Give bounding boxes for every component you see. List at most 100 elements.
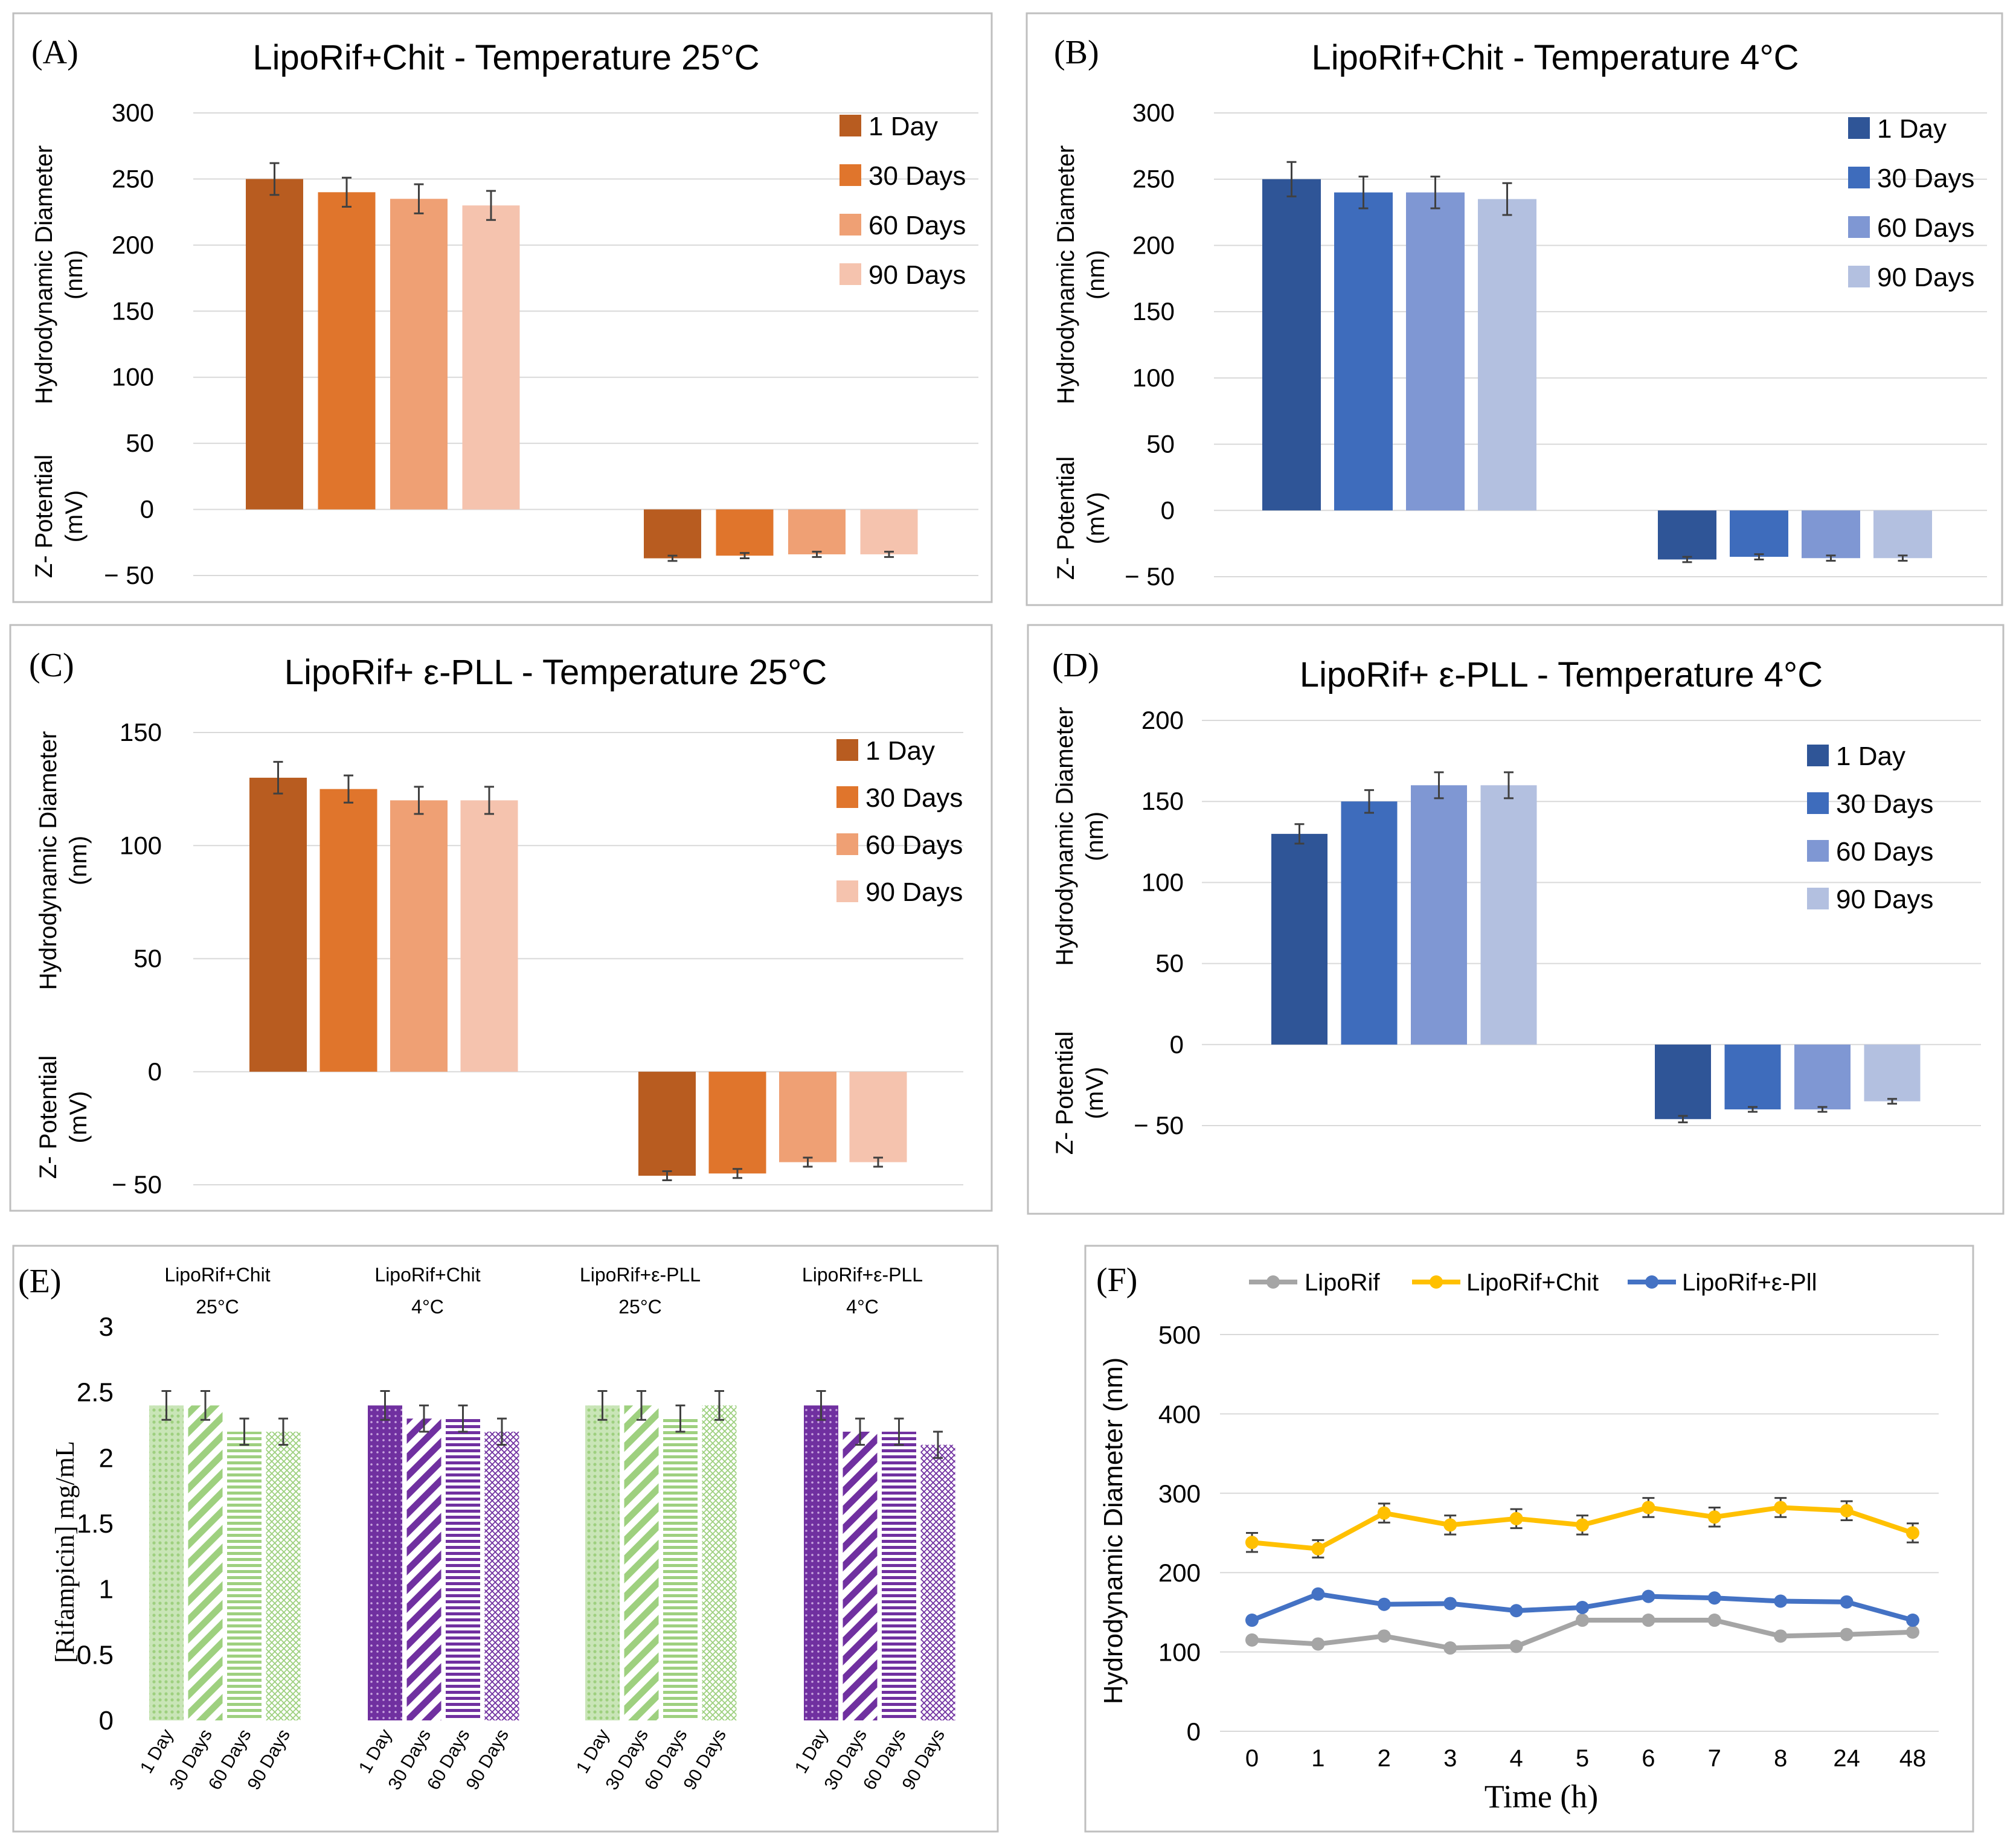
x-tick-label: 6: [1642, 1745, 1655, 1772]
legend-label: 30 Days: [1836, 789, 1933, 819]
error-bar: [812, 551, 822, 558]
data-point: [1840, 1504, 1854, 1518]
error-bar: [1430, 175, 1440, 210]
data-point: [1443, 1518, 1457, 1532]
y-tick-label: 250: [1132, 165, 1175, 193]
y-tick-label: 300: [1158, 1479, 1201, 1508]
y-tick-label: 3: [99, 1312, 114, 1342]
panel-a-bars: [246, 162, 918, 562]
x-tick-label: 2: [1378, 1745, 1391, 1772]
data-point: [1377, 1597, 1391, 1611]
data-point: [1642, 1589, 1655, 1603]
bar: [246, 179, 303, 510]
data-point: [1509, 1604, 1523, 1618]
error-bar: [1364, 789, 1374, 814]
panel-e: (E) [Rifampicin] mg/mL 3 2.5 2 1.5 1 0.5 0 Lip…: [12, 1245, 999, 1833]
y-tick-label: 0: [99, 1706, 114, 1736]
panel-a-legend: 1 Day 30 Days 60 Days 90 Days: [839, 112, 966, 290]
error-bar: [486, 190, 496, 221]
data-point: [1774, 1501, 1788, 1514]
bar: [1341, 801, 1398, 1045]
bar: [708, 1071, 766, 1174]
legend-label: 60 Days: [1877, 213, 1974, 243]
bar: [644, 509, 701, 559]
bar: [702, 1405, 737, 1720]
error-bar: [1817, 1106, 1828, 1113]
data-point: [1707, 1614, 1721, 1627]
legend-label: 90 Days: [1877, 263, 1974, 292]
legend-swatch: [1807, 792, 1829, 814]
bar: [1334, 192, 1393, 511]
bar: [484, 1431, 519, 1720]
x-tick-label: 1: [1311, 1745, 1324, 1772]
data-point: [1774, 1594, 1788, 1608]
data-point: [1245, 1633, 1259, 1647]
panel-e-ylabel: [Rifampicin] mg/mL: [50, 1441, 80, 1663]
panel-a-ylabel-bottom-unit: (mV): [61, 490, 88, 543]
data-point: [1707, 1591, 1721, 1605]
error-bar: [1826, 554, 1836, 562]
y-tick-label: 50: [126, 429, 154, 457]
panel-d-ylabel-bottom: Z- Potential: [1051, 1031, 1078, 1155]
bar: [1655, 1044, 1711, 1120]
bar: [1262, 179, 1321, 511]
group-label: LipoRif+ε-PLL: [802, 1264, 923, 1286]
bar: [227, 1431, 262, 1720]
error-bar: [714, 1389, 724, 1421]
y-tick-label: 100: [120, 831, 162, 859]
bar: [1658, 510, 1716, 560]
bar: [716, 509, 774, 556]
bar: [1864, 1044, 1921, 1101]
bar: [882, 1431, 916, 1720]
panel-d-legend: 1 Day 30 Days 60 Days 90 Days: [1807, 742, 1933, 914]
legend-label: 90 Days: [1836, 885, 1933, 914]
data-point: [1377, 1506, 1391, 1520]
error-bar: [497, 1417, 507, 1446]
error-bar: [597, 1389, 608, 1421]
data-point: [1576, 1601, 1589, 1615]
data-point: [1576, 1614, 1589, 1627]
error-bar: [273, 761, 283, 795]
panel-c-bars: [249, 761, 907, 1182]
error-bar: [414, 183, 424, 214]
panel-a-title: LipoRif+Chit - Temperature 25°C: [252, 38, 759, 77]
legend-label: LipoRif: [1305, 1269, 1380, 1296]
bar: [149, 1405, 184, 1720]
x-tick-label: 5: [1576, 1745, 1589, 1772]
panel-c: (C) LipoRif+ ε-PLL - Temperature 25°C Hy…: [9, 624, 993, 1212]
data-point: [1443, 1641, 1457, 1655]
error-bar: [161, 1389, 172, 1421]
legend-label: 30 Days: [868, 161, 966, 191]
error-bar: [278, 1417, 288, 1446]
data-point: [1377, 1629, 1391, 1643]
panel-a-y-ticks: 300 250 200 150 100 50 0 − 50: [104, 98, 154, 589]
x-tick-label: 4: [1509, 1745, 1523, 1772]
y-tick-label: − 50: [104, 561, 154, 589]
legend-swatch: [1807, 888, 1829, 909]
y-tick-label: 250: [112, 164, 154, 193]
error-bar: [662, 1170, 672, 1182]
legend-swatch: [1807, 745, 1829, 766]
bar: [849, 1071, 907, 1162]
legend-swatch: [839, 115, 861, 136]
data-point: [1906, 1526, 1919, 1540]
y-tick-label: − 50: [1134, 1111, 1184, 1139]
panel-d-bars: [1271, 771, 1921, 1124]
error-bar: [419, 1404, 429, 1433]
y-tick-label: − 50: [112, 1170, 162, 1199]
bar: [390, 199, 448, 510]
bar: [585, 1405, 620, 1720]
legend-swatch: [839, 164, 861, 186]
y-tick-label: 50: [1155, 949, 1184, 978]
panel-b-ylabel-top-unit: (nm): [1083, 250, 1109, 300]
x-tick-label: 7: [1708, 1745, 1721, 1772]
panel-c-legend: 1 Day 30 Days 60 Days 90 Days: [836, 736, 963, 907]
y-tick-label: 50: [133, 944, 162, 973]
y-tick-label: − 50: [1125, 562, 1175, 591]
data-point: [1509, 1511, 1523, 1525]
error-bar: [1502, 182, 1512, 216]
bar: [1406, 192, 1465, 511]
error-bar: [1294, 823, 1305, 845]
legend-label: 60 Days: [1836, 837, 1933, 867]
